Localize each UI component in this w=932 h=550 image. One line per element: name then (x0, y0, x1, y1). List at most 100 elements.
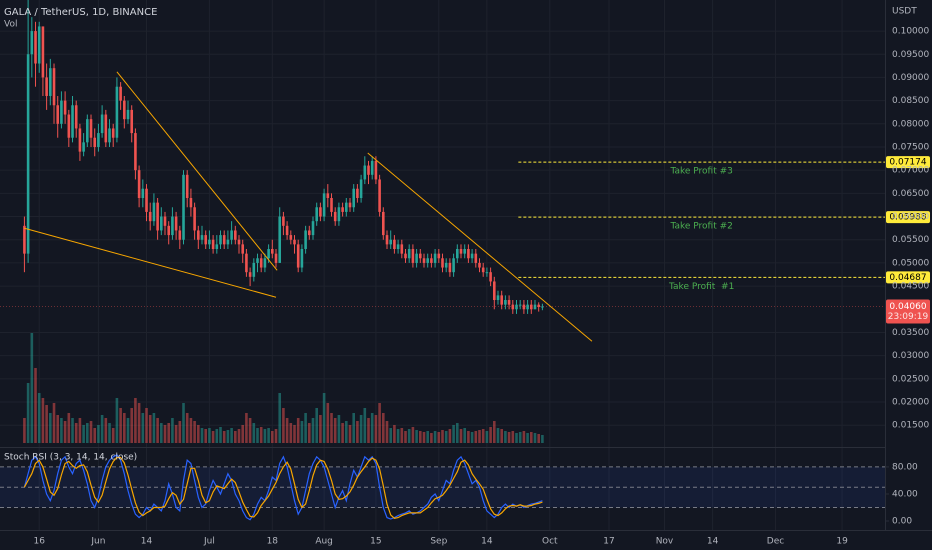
candle-body (470, 253, 474, 259)
candle-body (522, 304, 526, 310)
volume-bar (504, 431, 507, 443)
volume-bar (237, 429, 241, 443)
candle-body (271, 249, 274, 254)
volume-bar (315, 408, 319, 443)
x-tick-label: 16 (33, 537, 45, 547)
candle-body (60, 100, 63, 124)
volume-bar (230, 428, 233, 443)
candle-body (52, 68, 56, 106)
volume-bar (100, 415, 104, 443)
volume-bar (60, 418, 63, 443)
x-tick-label: Aug (315, 537, 333, 547)
volume-bar (174, 425, 178, 443)
candle-body (208, 239, 211, 245)
rsi-tick-label: 80.00 (892, 462, 918, 472)
candle-body (529, 304, 533, 310)
candle-body (23, 225, 26, 254)
volume-bar (93, 428, 97, 443)
volume-bar (396, 429, 400, 443)
volume-bar (67, 413, 71, 443)
candle-body (104, 114, 108, 143)
candle-body (378, 179, 381, 212)
rsi-tick-label: 40.00 (892, 489, 918, 499)
x-tick-label: Jun (90, 537, 105, 547)
volume-bar (234, 431, 237, 443)
candle-body (189, 197, 193, 208)
candle-body (322, 193, 326, 217)
volume-bar (382, 413, 385, 443)
y-tick-label: 0.08000 (892, 119, 929, 129)
y-tick-label: 0.07500 (892, 142, 929, 152)
volume-bar (363, 408, 367, 443)
volume-bar (167, 423, 171, 443)
volume-bar (308, 423, 311, 443)
candle-body (426, 258, 430, 263)
volume-bar (160, 423, 163, 443)
candle-body (300, 249, 304, 268)
candle-body (219, 235, 222, 245)
candle-body (56, 105, 60, 124)
candle-body (326, 193, 330, 198)
candle-body (89, 119, 93, 138)
volume-bar (437, 432, 441, 443)
candle-body (541, 306, 544, 308)
volume-bar (56, 415, 60, 443)
candle-body (330, 197, 333, 212)
volume-bar (422, 432, 426, 443)
y-tick-label: 0.01500 (892, 421, 929, 431)
candle-body (148, 211, 152, 222)
candle-body (134, 133, 137, 171)
candle-body (422, 258, 426, 263)
volume-bar (245, 413, 248, 443)
volume-bar (322, 393, 326, 443)
candle-body (356, 188, 359, 198)
candle-body (226, 239, 230, 245)
level-price-box (886, 271, 930, 284)
volume-bar (448, 429, 452, 443)
candle-body (419, 253, 422, 259)
volume-bar (507, 432, 511, 443)
candle-body (345, 202, 348, 212)
overlay-layer: Take Profit #3 0.07174 Take Profit #2 0.059… (0, 71, 930, 521)
volume-bar (241, 425, 245, 443)
volume-bar (304, 413, 307, 443)
volume-bar (374, 415, 378, 443)
candle-body (178, 230, 182, 240)
candle-body (304, 230, 307, 250)
symbol-title: GALA / TetherUS, 1D, BINANCE (4, 7, 157, 18)
volume-bar (215, 429, 219, 443)
volume-bar (337, 415, 341, 443)
x-tick-label: 14 (707, 537, 719, 547)
candle-body (185, 174, 189, 198)
volume-bar (274, 429, 278, 443)
candle-body (411, 249, 415, 263)
candle-body (533, 304, 537, 310)
volume-bar (226, 430, 230, 443)
volume-bar (478, 430, 481, 443)
rsi-d-line (23, 456, 543, 519)
candle-body (63, 100, 67, 115)
volume-bar (156, 418, 159, 443)
candle-body (333, 211, 337, 222)
volume-bar (152, 413, 156, 443)
volume-bar (248, 418, 252, 443)
candle-body (504, 300, 507, 305)
y-tick-label: 0.08500 (892, 96, 929, 106)
volume-bar (485, 431, 489, 443)
x-tick-label: Dec (767, 537, 784, 547)
volume-bar (467, 431, 470, 443)
volume-bar (52, 403, 56, 443)
volume-bar (367, 418, 370, 443)
volume-bar (45, 405, 48, 443)
candle-body (241, 244, 245, 254)
candle-body (478, 262, 481, 268)
volume-bar (389, 428, 393, 443)
volume-bar (326, 403, 330, 443)
last-price-box (886, 299, 930, 324)
candle-body (86, 119, 89, 143)
volume-bar (400, 428, 404, 443)
y-tick-label: 0.05000 (892, 258, 929, 268)
candle-body (123, 100, 126, 120)
candle-body (156, 202, 159, 231)
volume-bar (352, 413, 356, 443)
